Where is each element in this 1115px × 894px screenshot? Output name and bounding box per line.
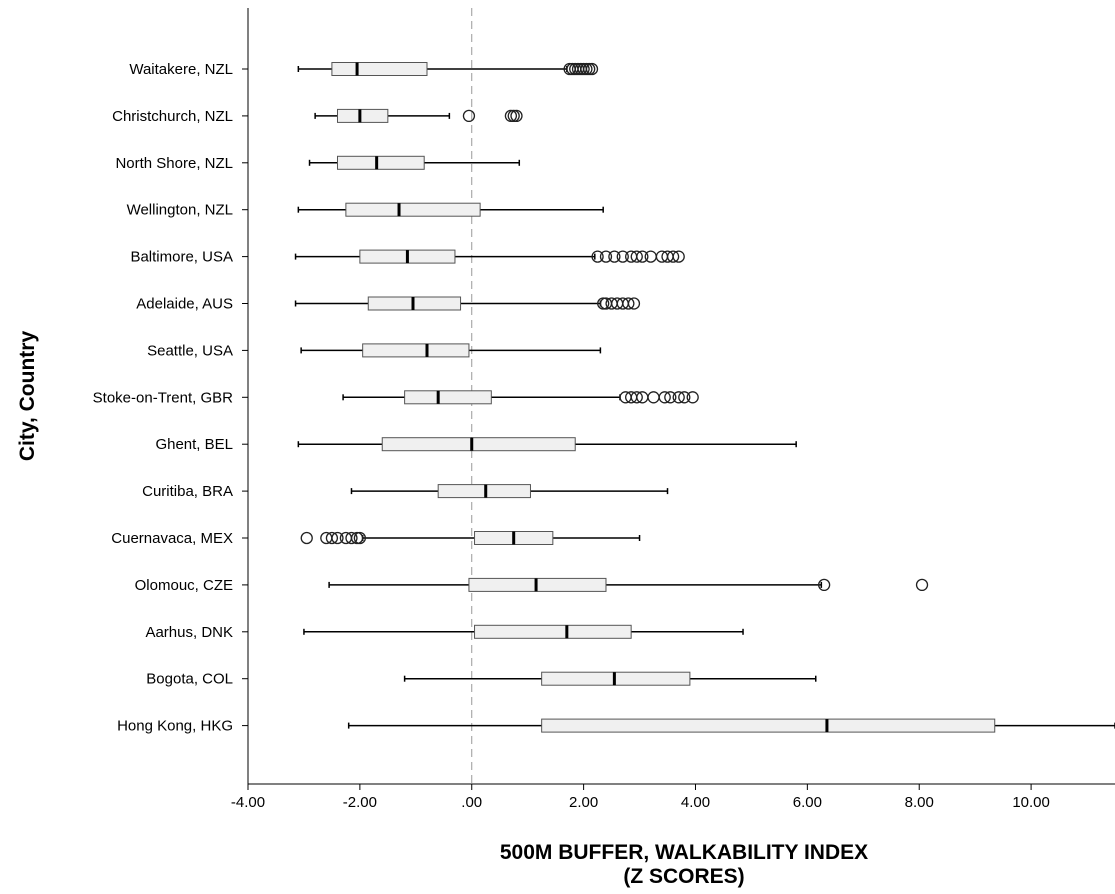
box-plot-row: [403, 671, 817, 686]
outlier-point: [672, 391, 685, 404]
outlier-point: [658, 391, 671, 404]
category-label: Baltimore, USA: [130, 249, 233, 266]
box-plot-row: [297, 62, 599, 76]
box-plot-row: [300, 343, 602, 358]
box-plot-row: [328, 577, 929, 592]
box-plot-row: [297, 437, 797, 452]
outlier-point: [345, 531, 358, 545]
category-label: Adelaide, AUS: [136, 296, 233, 313]
category-label: Ghent, BEL: [155, 436, 233, 453]
x-tick-label: -4.00: [231, 794, 265, 811]
category-label: Christchurch, NZL: [112, 108, 233, 125]
x-tick-label: .00: [461, 794, 482, 811]
outlier-point: [353, 531, 367, 545]
interquartile-box: [404, 390, 492, 405]
y-axis-title: City, Country: [16, 331, 39, 462]
outlier-point: [580, 62, 593, 76]
x-axis-ticks: -4.00 -2.00 .00 2.00 4.00 6.00 8.00 10.00: [231, 784, 1050, 811]
category-label: North Shore, NZL: [115, 155, 233, 172]
outlier-point: [599, 250, 613, 263]
interquartile-box: [381, 437, 576, 452]
outlier-point: [644, 250, 657, 263]
outlier-point: [666, 250, 680, 263]
box-plot-row: [314, 108, 523, 123]
outlier-point: [331, 531, 344, 545]
interquartile-box: [345, 202, 481, 217]
y-axis-ticks: Waitakere, NZL Christchurch, NZL North Sho…: [93, 61, 248, 735]
outlier-point: [504, 109, 518, 123]
box-plot-series: [294, 62, 1115, 733]
outlier-point: [583, 62, 596, 76]
outlier-point: [350, 531, 364, 545]
outlier-point: [597, 297, 610, 310]
x-axis-title-line-2: (Z SCORES): [623, 865, 744, 888]
outlier-point: [577, 62, 590, 76]
x-tick-label: 4.00: [681, 794, 710, 811]
outlier-point: [300, 531, 313, 545]
outlier-point: [636, 250, 649, 263]
interquartile-box: [336, 155, 425, 170]
category-label: Bogota, COL: [146, 671, 233, 688]
interquartile-box: [362, 343, 470, 358]
category-label: Hong Kong, HKG: [117, 718, 233, 735]
category-label: Curitiba, BRA: [142, 483, 233, 500]
outlier-point: [608, 250, 621, 263]
x-tick-label: 2.00: [569, 794, 598, 811]
box-plot-row: [347, 718, 1115, 733]
x-tick-label: -2.00: [343, 794, 377, 811]
outlier-point: [817, 578, 831, 592]
interquartile-box: [541, 718, 996, 733]
box-plot-row: [294, 249, 685, 264]
category-label: Olomouc, CZE: [135, 577, 233, 594]
box-plot-row: [342, 390, 699, 405]
outlier-point: [686, 391, 699, 404]
category-label: Seattle, USA: [147, 342, 233, 359]
box-plot-row: [308, 155, 521, 170]
outlier-point: [664, 391, 677, 404]
outlier-point: [678, 391, 691, 404]
outlier-point: [672, 250, 685, 263]
interquartile-box: [336, 108, 389, 123]
outlier-point: [507, 109, 520, 123]
outlier-point: [616, 250, 629, 263]
outlier-point: [591, 250, 604, 263]
outlier-point: [647, 391, 660, 404]
outlier-point: [510, 109, 523, 123]
outlier-point: [622, 297, 635, 310]
box-plot-row: [297, 202, 604, 217]
category-label: Aarhus, DNK: [145, 624, 233, 641]
x-tick-label: 10.00: [1012, 794, 1050, 811]
outlier-point: [325, 531, 339, 545]
outlier-point: [630, 250, 643, 263]
box-plot-row: [303, 624, 744, 639]
box-plot-row: [300, 531, 641, 545]
outlier-point: [630, 391, 643, 404]
box-plot-row: [350, 484, 669, 499]
interquartile-box: [474, 624, 632, 639]
category-label: Waitakere, NZL: [129, 61, 233, 78]
category-label: Stoke-on-Trent, GBR: [93, 389, 233, 406]
outlier-point: [462, 109, 476, 123]
outlier-point: [915, 578, 929, 592]
category-label: Cuernavaca, MEX: [111, 530, 233, 547]
outlier-point: [627, 297, 641, 310]
outlier-point: [585, 62, 599, 76]
x-tick-label: 6.00: [793, 794, 822, 811]
box-plot-row: [294, 296, 641, 311]
interquartile-box: [331, 62, 428, 76]
category-label: Wellington, NZL: [127, 202, 233, 219]
x-tick-label: 8.00: [905, 794, 934, 811]
x-axis-title-line-1: 500M BUFFER, WALKABILITY INDEX: [500, 841, 868, 864]
